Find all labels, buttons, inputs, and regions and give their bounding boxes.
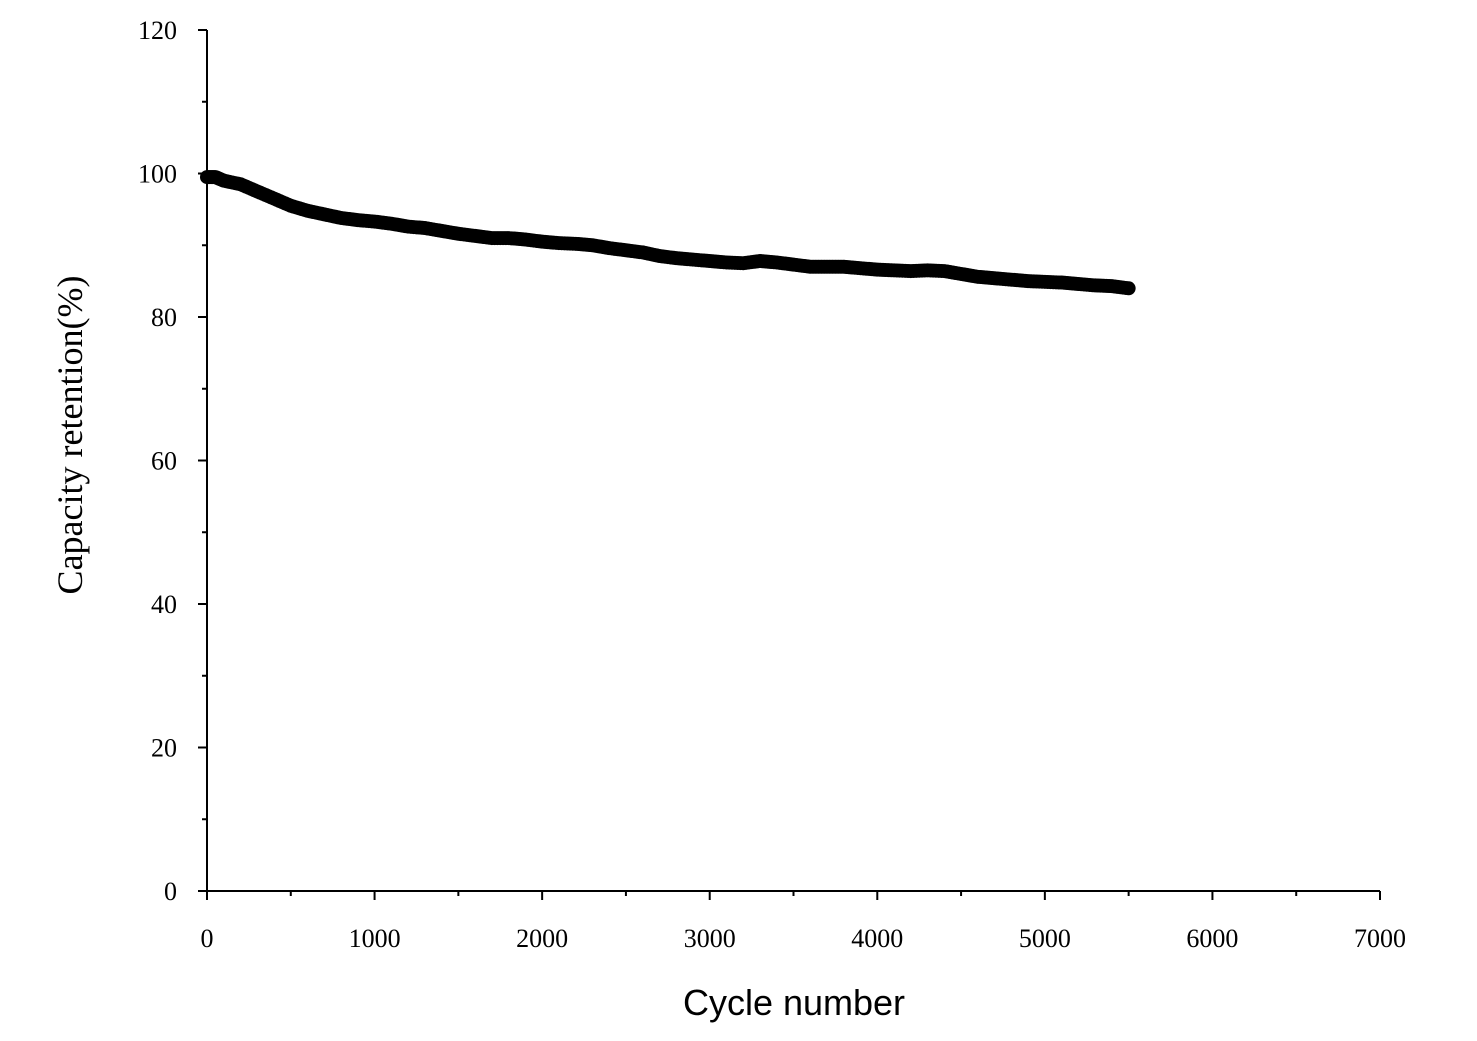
y-tick-label: 40: [151, 590, 177, 619]
x-tick-label: 0: [201, 924, 214, 953]
x-axis: 0 1000 2000 3000 4000 5000 6000 7000: [201, 890, 1406, 953]
x-axis-title: Cycle number: [683, 982, 905, 1023]
x-tick-label: 6000: [1186, 924, 1238, 953]
y-tick-label: 20: [151, 734, 177, 763]
y-tick-label: 120: [138, 16, 177, 45]
data-point: [1121, 281, 1136, 296]
plot-area: [200, 170, 1136, 296]
x-tick-label: 2000: [516, 924, 568, 953]
y-tick-label: 0: [164, 877, 177, 906]
x-tick-label: 4000: [851, 924, 903, 953]
x-tick-label: 7000: [1354, 924, 1406, 953]
x-tick-label: 3000: [684, 924, 736, 953]
x-tick-label: 1000: [349, 924, 401, 953]
y-tick-label: 80: [151, 303, 177, 332]
y-tick-label: 60: [151, 447, 177, 476]
data-series: [200, 170, 1136, 296]
y-tick-label: 100: [138, 160, 177, 189]
x-tick-label: 5000: [1019, 924, 1071, 953]
y-axis: 0 20 40 60 80 100 120: [138, 16, 208, 906]
y-axis-title: Capacity retention(%): [50, 276, 90, 595]
